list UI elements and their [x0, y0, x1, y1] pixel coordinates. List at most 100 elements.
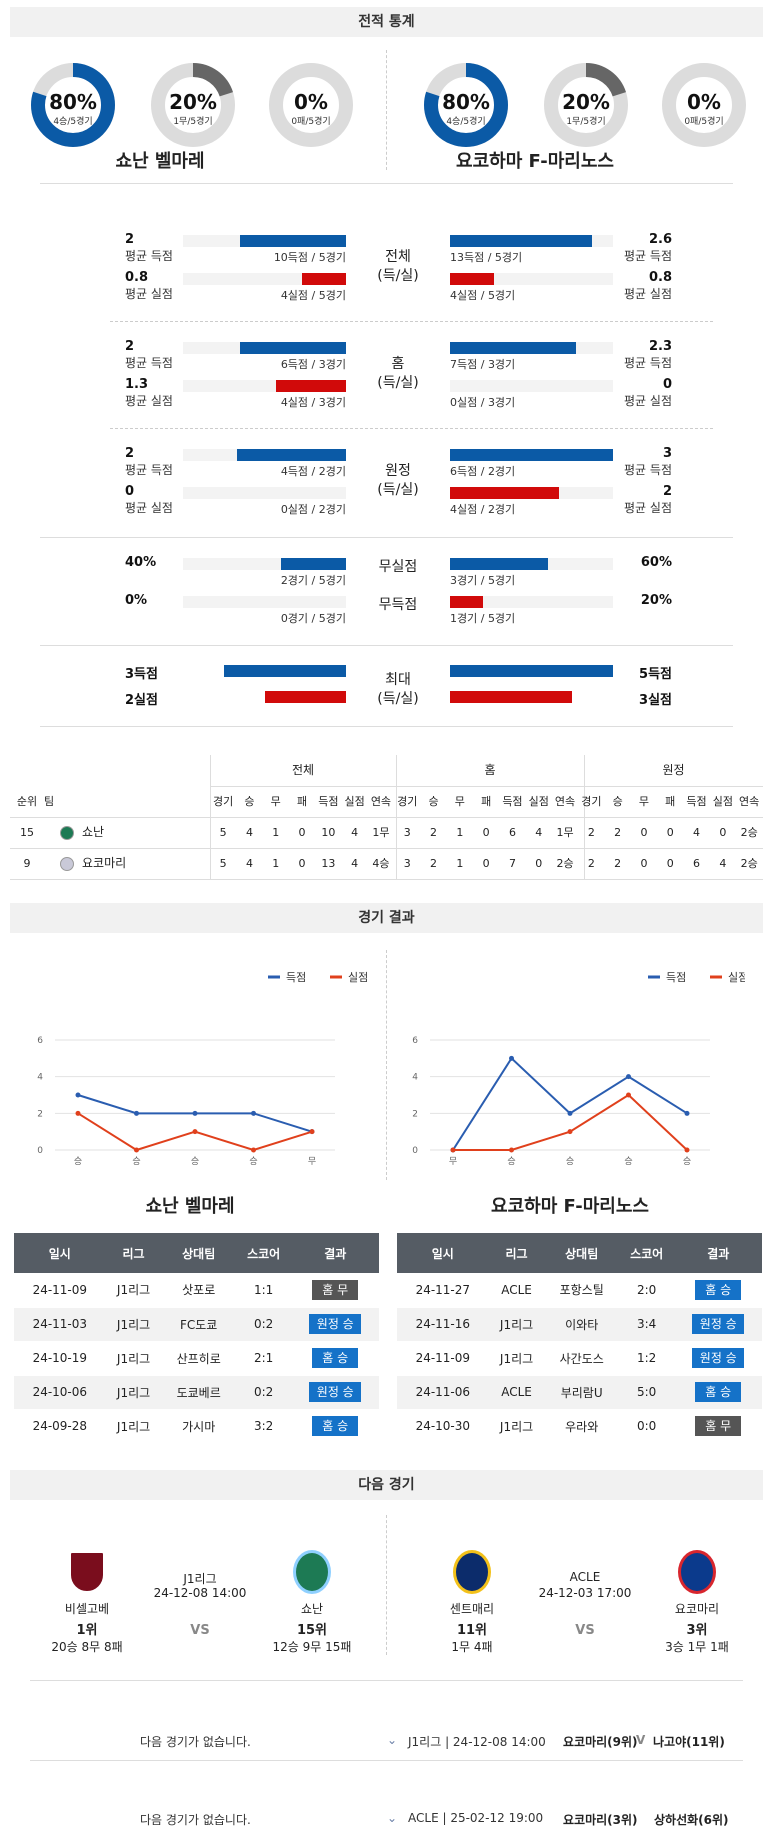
- result-badge: 홈 승: [312, 1416, 359, 1436]
- rank-team-cell: 요코마리: [60, 848, 200, 879]
- rank-cell: 4: [245, 857, 253, 870]
- results-cell: FC도쿄: [161, 1307, 236, 1342]
- next-team-name: 센트매리: [449, 1602, 495, 1616]
- expand-chevron-icon[interactable]: ⌄: [387, 1733, 398, 1747]
- divider: [386, 1515, 387, 1655]
- rank-col-header: 연속: [370, 795, 392, 808]
- stat-value: 3: [662, 446, 672, 461]
- bar-track: [183, 487, 346, 499]
- next-team-record: 12승 9무 15패: [272, 1640, 352, 1654]
- series-line-conceded: [453, 1093, 688, 1151]
- bar-fill: [223, 665, 346, 677]
- donut-percent: 80%: [49, 90, 97, 114]
- rank-cell: 0: [719, 826, 727, 839]
- y-tick-label: 0: [37, 1146, 43, 1156]
- donut-subtext: 1무/5경기: [173, 117, 213, 127]
- donut-track: [662, 63, 746, 147]
- donut-fill: [31, 63, 115, 147]
- legend-label-scored: 득점: [666, 971, 686, 984]
- point-scored: [75, 1092, 81, 1098]
- result-badge: 홈 무: [695, 1416, 742, 1436]
- results-cell: J1리그: [488, 1307, 545, 1342]
- x-tick-label: 승: [191, 1156, 199, 1167]
- rank-cell: 0: [640, 857, 648, 870]
- results-cell: 5:0: [618, 1375, 675, 1410]
- results-row: 24-11-16 J1리그 이와타 3:4 원정 승: [397, 1307, 762, 1342]
- x-tick-label: 승: [507, 1156, 515, 1167]
- point-conceded: [309, 1129, 315, 1135]
- next-team-name: 비셀고베: [64, 1602, 110, 1616]
- rank-cell: 1무: [372, 826, 390, 839]
- results-outcome-cell: 원정 승: [291, 1375, 379, 1410]
- rank-col-header: 승: [612, 795, 623, 808]
- chart-right: 득점 실점 0 2 4 6 무 승 승 승 승: [412, 971, 745, 1167]
- next-team-record: 1무 4패: [451, 1640, 493, 1654]
- legend-label-conceded: 실점: [728, 971, 745, 984]
- point-scored: [509, 1055, 514, 1061]
- divider: [110, 321, 713, 322]
- rank-cell: 0: [482, 826, 490, 839]
- results-cell: 24-11-16: [397, 1307, 489, 1342]
- stat-value: 2: [125, 339, 135, 354]
- results-col-header: 일시: [14, 1233, 106, 1273]
- results-cell: 24-11-03: [14, 1307, 106, 1342]
- bar-track: [450, 596, 613, 608]
- results-cell: J1리그: [488, 1409, 545, 1444]
- y-tick-label: 0: [412, 1146, 418, 1156]
- results-cell: 24-11-06: [397, 1375, 489, 1410]
- results-col-header: 결과: [674, 1233, 762, 1273]
- results-header-row: 일시 리그 상대팀 스코어 결과: [397, 1233, 762, 1273]
- rank-col-header: 무: [454, 795, 465, 808]
- rank-col-header: 연속: [554, 795, 576, 808]
- team-crest-icon: [293, 1550, 331, 1594]
- result-badge: 원정 승: [309, 1314, 362, 1334]
- rank-col-header: 실점: [528, 795, 549, 808]
- bar-fill: [280, 558, 346, 570]
- donut-percent: 0%: [294, 90, 328, 114]
- next-team-info: 쇼난 15위 12승 9무 15패: [262, 1600, 362, 1655]
- rank-col-header: 무: [270, 795, 281, 808]
- rank-col-header: 순위: [16, 795, 38, 808]
- bar-fill: [450, 342, 576, 354]
- donut-subtext: 0패/5경기: [291, 117, 331, 127]
- rank-col-header: 실점: [712, 795, 733, 808]
- upcoming-info: J1리그 | 24-12-08 14:00: [408, 1735, 546, 1749]
- results-cell: 24-09-28: [14, 1409, 106, 1444]
- divider: [386, 950, 387, 1180]
- bar-fill: [450, 558, 548, 570]
- stat-detail: 6득점 / 3경기: [280, 358, 346, 371]
- x-tick-label: 승: [74, 1156, 82, 1167]
- rank-cell: 1: [456, 857, 464, 870]
- stat-group-label-line: 원정: [385, 463, 411, 479]
- rank-group-header: 전체: [291, 763, 315, 777]
- donut-ring: [151, 63, 235, 147]
- rank-cell: 1: [272, 826, 280, 839]
- stat-detail: 0경기 / 5경기: [280, 612, 346, 625]
- rank-cell: 2승: [556, 857, 574, 870]
- results-cell: 우라와: [544, 1409, 619, 1444]
- rank-cell: 4: [351, 857, 359, 870]
- expand-chevron-icon[interactable]: ⌄: [387, 1811, 398, 1825]
- rank-cell: 2승: [740, 826, 758, 839]
- stat-label: 평균 득점: [125, 249, 173, 263]
- rank-cell: 0: [298, 857, 306, 870]
- rank-cell: 4: [351, 826, 359, 839]
- stat-label: 평균 실점: [125, 394, 173, 408]
- results-cell: 2:0: [618, 1273, 675, 1308]
- rank-col-header: 경기: [581, 795, 602, 808]
- series-line-scored: [452, 1056, 688, 1151]
- rank-cell: 2: [614, 857, 622, 870]
- rank-cell: 0: [666, 826, 674, 839]
- bar-fill: [450, 449, 613, 461]
- results-cell: 1:2: [618, 1341, 675, 1376]
- results-table-right: 일시 리그 상대팀 스코어 결과 24-11-27 ACLE 포항스틸 2:0 홈 승 24-11-…: [397, 1233, 762, 1444]
- rank-group-header: 원정: [662, 763, 685, 777]
- results-cell: J1리그: [105, 1273, 162, 1308]
- rank-cell: 1: [272, 857, 280, 870]
- results-cell: J1리그: [105, 1307, 162, 1342]
- results-cell: 사간도스: [544, 1341, 619, 1376]
- stat-detail: 13득점 / 5경기: [450, 251, 523, 264]
- stat-detail: 4득점 / 2경기: [280, 465, 346, 478]
- stat-value: 0.8: [648, 270, 672, 285]
- next-league: ACLE: [569, 1570, 601, 1584]
